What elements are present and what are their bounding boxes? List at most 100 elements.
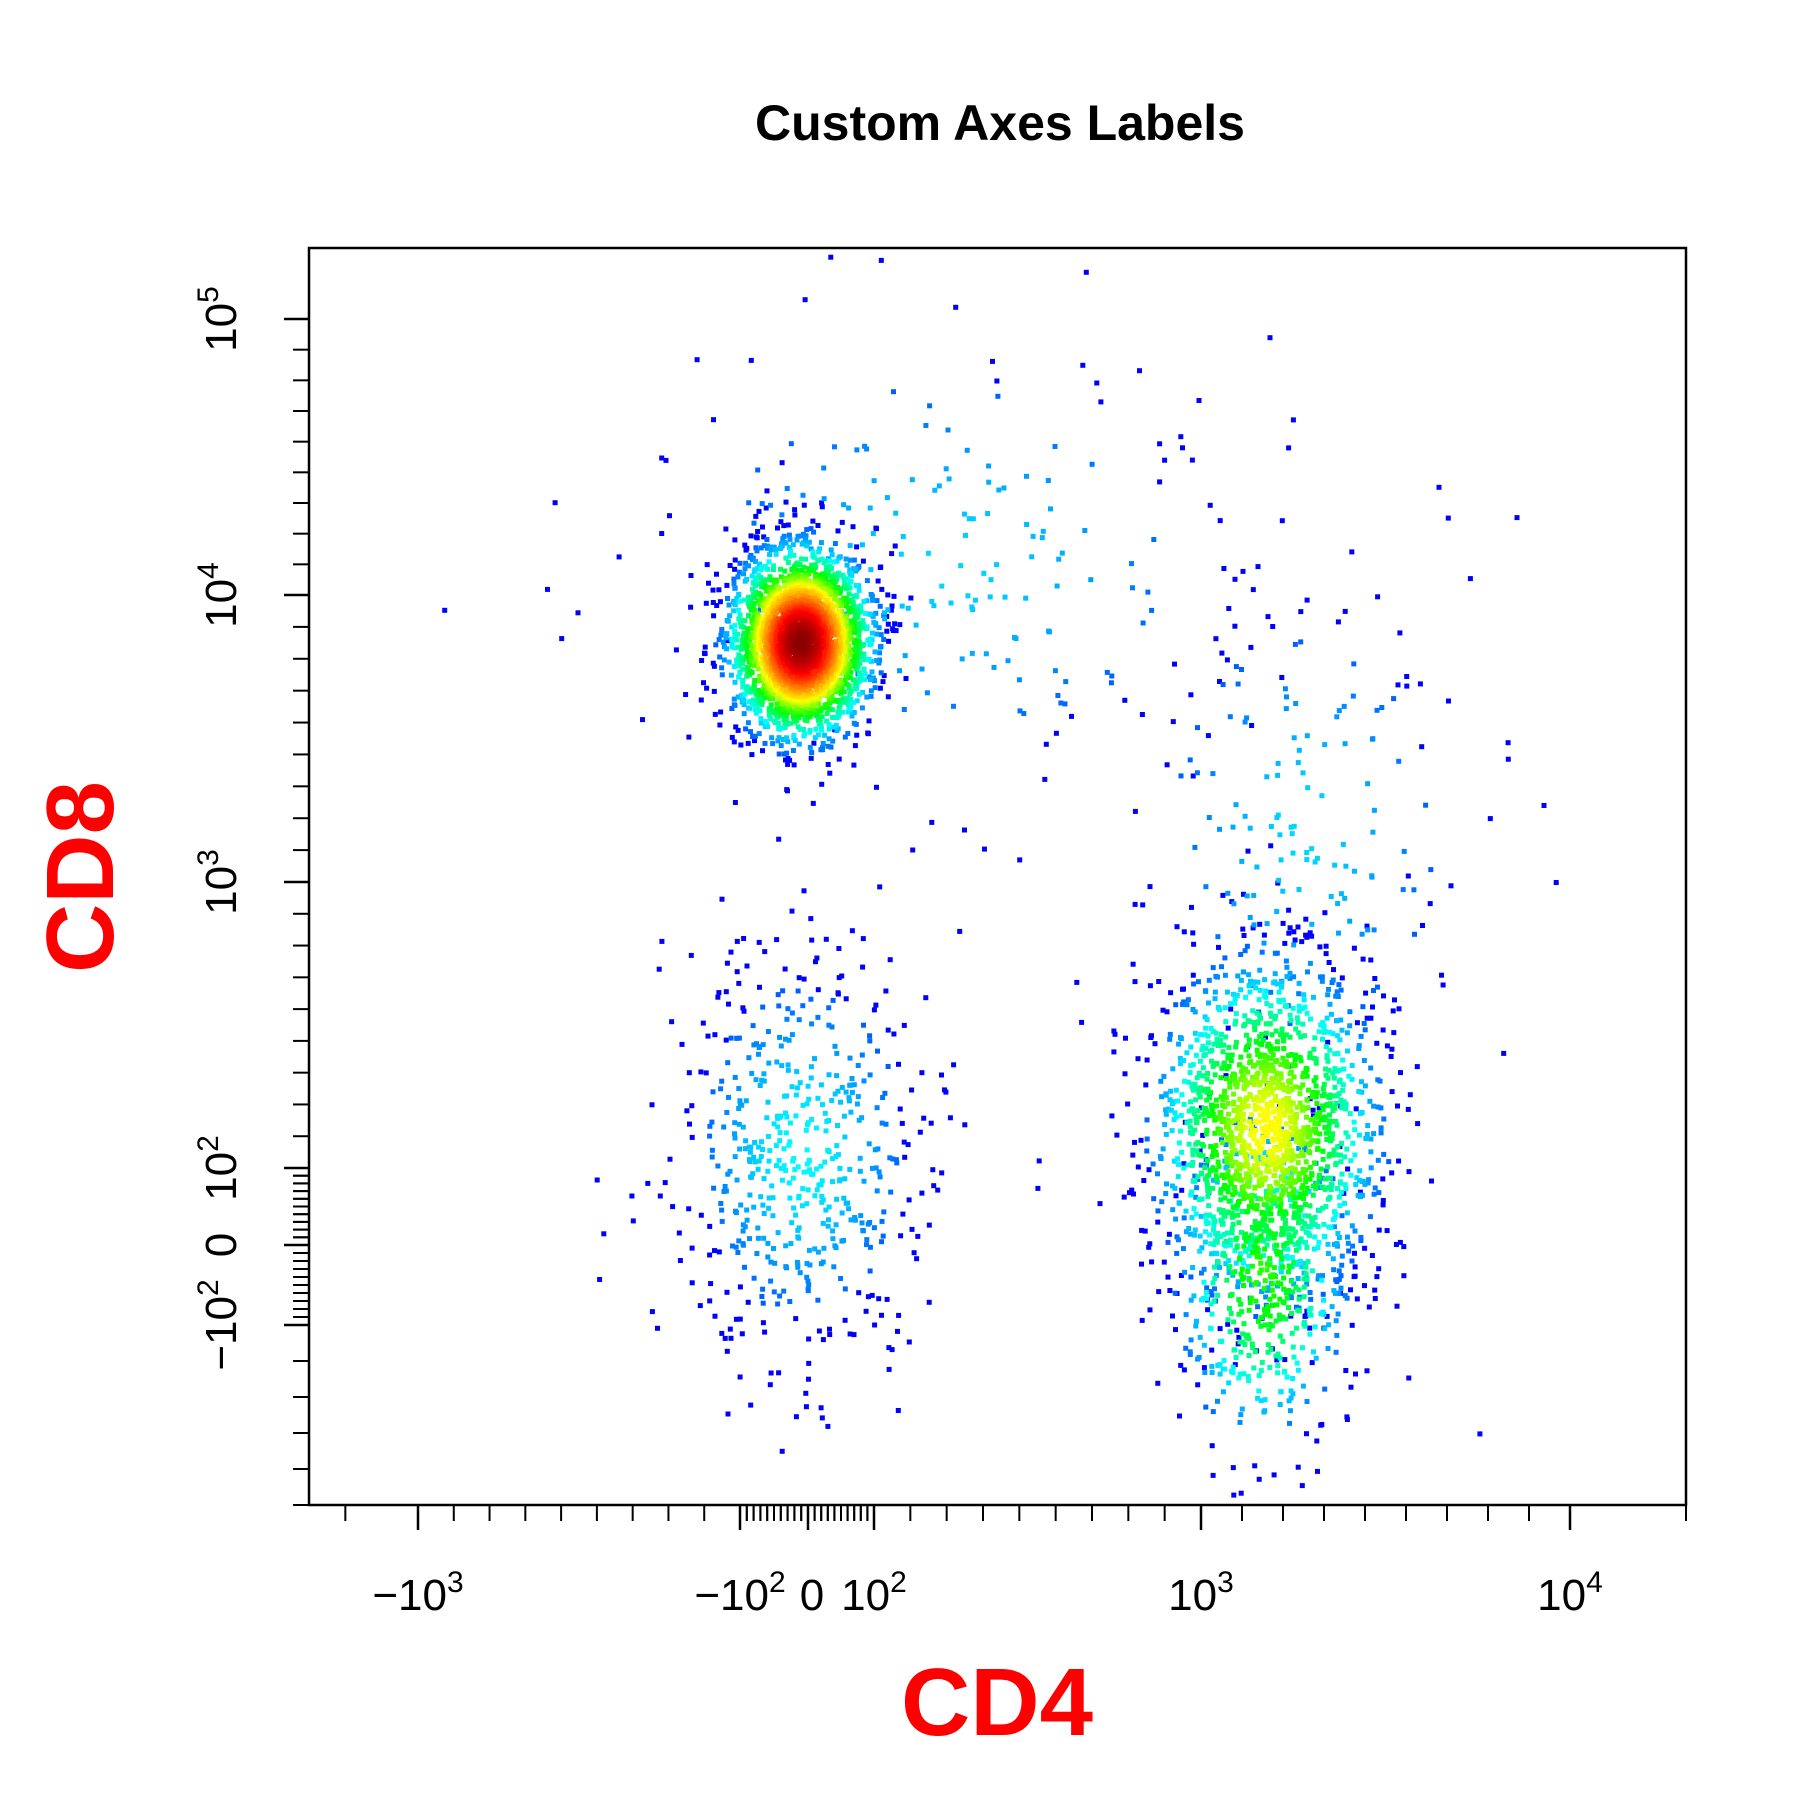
data-point <box>1210 771 1216 777</box>
data-point <box>1271 1145 1277 1151</box>
data-point <box>1240 1331 1246 1337</box>
data-point <box>1261 1202 1267 1208</box>
data-point <box>781 523 787 529</box>
data-point <box>930 1167 936 1173</box>
data-point <box>793 1092 799 1098</box>
data-point <box>1288 1388 1294 1394</box>
data-point <box>756 700 761 706</box>
data-point <box>1303 1065 1309 1071</box>
data-point <box>799 567 805 573</box>
data-point <box>766 660 772 665</box>
data-point <box>1244 715 1250 721</box>
data-point <box>786 532 792 538</box>
data-point <box>819 714 825 720</box>
data-point <box>1193 1115 1199 1120</box>
data-point <box>1306 1213 1312 1219</box>
data-point <box>849 597 855 603</box>
data-point <box>724 1289 730 1295</box>
data-point <box>731 696 737 702</box>
data-point <box>1271 1173 1277 1179</box>
data-point <box>1152 1041 1158 1047</box>
data-point <box>1135 1164 1141 1170</box>
data-point <box>1194 1075 1200 1081</box>
data-point <box>649 1102 655 1108</box>
data-point <box>837 1178 842 1184</box>
data-point <box>1221 1186 1227 1191</box>
data-point <box>1314 855 1320 861</box>
data-point <box>1234 1084 1240 1090</box>
data-point <box>1390 1008 1396 1014</box>
data-point <box>1369 1253 1375 1258</box>
data-point <box>1342 741 1348 747</box>
data-point <box>846 633 852 639</box>
data-point <box>1365 781 1371 787</box>
data-point <box>847 1055 853 1061</box>
data-point <box>1246 1378 1252 1384</box>
data-point <box>1292 1203 1298 1209</box>
data-point <box>932 487 938 493</box>
data-point <box>1238 1412 1244 1418</box>
data-point <box>1234 1235 1240 1241</box>
data-point <box>1315 1121 1321 1127</box>
data-point <box>858 1213 864 1219</box>
data-point <box>1326 1224 1332 1230</box>
data-point <box>1146 1244 1152 1250</box>
data-point <box>783 1168 789 1173</box>
data-point <box>857 670 862 676</box>
data-point <box>931 603 937 609</box>
data-point <box>1212 996 1218 1002</box>
data-point <box>849 1076 855 1081</box>
data-point <box>716 1249 722 1255</box>
data-point <box>1225 1317 1231 1323</box>
data-point <box>1269 1076 1275 1082</box>
data-point <box>1161 1073 1167 1079</box>
data-point <box>1237 1256 1243 1262</box>
data-point <box>1347 1111 1353 1117</box>
data-point <box>1362 1283 1367 1289</box>
data-point <box>1348 1384 1354 1390</box>
data-point <box>1151 1196 1157 1202</box>
data-point <box>1212 1275 1218 1281</box>
data-point <box>1307 930 1313 936</box>
data-point <box>846 582 852 588</box>
data-point <box>1241 891 1246 897</box>
data-point <box>1352 1127 1358 1133</box>
data-point <box>832 444 837 450</box>
data-point <box>1204 1296 1210 1302</box>
data-point <box>1183 1208 1189 1214</box>
data-point <box>790 573 795 579</box>
data-point <box>1291 1281 1297 1287</box>
data-point <box>777 1130 783 1136</box>
data-point <box>1167 1031 1173 1037</box>
data-point <box>1222 1183 1228 1188</box>
data-point <box>775 1230 781 1236</box>
data-point <box>1210 1472 1216 1478</box>
data-point <box>1301 1170 1307 1176</box>
data-point <box>795 1164 801 1170</box>
data-point <box>1371 1191 1377 1197</box>
data-point <box>732 1074 738 1080</box>
data-point <box>1236 1334 1242 1340</box>
data-point <box>764 721 769 727</box>
data-point <box>761 1235 767 1241</box>
data-point <box>698 1212 704 1218</box>
data-point <box>1218 1115 1224 1121</box>
data-point <box>836 946 842 951</box>
data-point <box>1249 1341 1255 1347</box>
data-point <box>1330 1031 1336 1037</box>
data-point <box>875 578 881 584</box>
data-point <box>759 702 765 708</box>
data-point <box>1254 1076 1260 1082</box>
data-point <box>842 621 848 627</box>
data-point <box>1195 1086 1201 1092</box>
data-point <box>1303 1264 1309 1270</box>
data-point <box>1218 1075 1224 1081</box>
data-point <box>1272 971 1278 977</box>
data-point <box>1147 983 1153 989</box>
data-point <box>1317 1172 1322 1178</box>
data-point <box>737 1316 743 1322</box>
data-point <box>1040 528 1046 534</box>
data-point <box>740 666 746 672</box>
data-point <box>1221 1116 1227 1122</box>
data-point <box>732 537 738 543</box>
